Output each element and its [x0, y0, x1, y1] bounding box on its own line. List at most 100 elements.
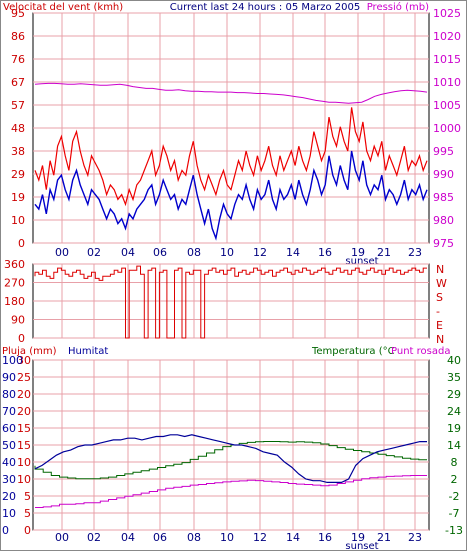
direction-axis-tick: 90	[11, 314, 25, 327]
temperature-axis-tick: 35	[447, 371, 461, 384]
wind-axis-tick: 19	[11, 191, 25, 204]
panel-humidity-x-tick: 21	[377, 531, 391, 544]
panel-humidity-x-tick: 19	[351, 531, 365, 544]
temperature-axis-tick: -13	[445, 524, 463, 537]
humidity-axis-tick: 40	[2, 456, 16, 469]
pressure-line	[34, 82, 428, 104]
wind-gust-line	[34, 107, 428, 207]
rain-axis-tick: 5	[24, 490, 31, 503]
wind-direction-line	[34, 265, 427, 339]
humidity-axis-tick: 50	[2, 439, 16, 452]
compass-label: S	[436, 291, 443, 304]
temperature-axis-tick: 8	[451, 456, 458, 469]
temperature-line	[34, 441, 427, 480]
panel-wind-x-tick: 19	[351, 246, 365, 259]
wind-axis-tick: 38	[11, 145, 25, 158]
wind-axis-tick: 67	[11, 76, 25, 89]
title-pressure: Pressió (mb)	[367, 1, 429, 13]
panel-wind-x-tick: 08	[187, 246, 201, 259]
pressure-axis-tick: 1005	[433, 99, 461, 112]
humidity-axis-tick: 100	[2, 354, 23, 367]
panel-humidity-x-tick: 12	[253, 531, 267, 544]
rain-axis-tick: 15	[17, 439, 31, 452]
title-temperature: Temperatura (°C	[311, 346, 395, 357]
pressure-axis-tick: 1025	[433, 7, 461, 20]
panel-wind-x-tick: 14	[286, 246, 300, 259]
wind-axis-tick: 86	[11, 30, 25, 43]
pressure-axis-tick: 975	[433, 237, 454, 250]
pressure-axis-tick: 980	[433, 214, 454, 227]
pressure-axis-tick: 1020	[433, 30, 461, 43]
direction-axis-tick: 0	[18, 332, 25, 345]
pressure-axis-tick: 990	[433, 168, 454, 181]
wind-axis-tick: 57	[11, 99, 25, 112]
direction-axis-tick: 180	[4, 295, 25, 308]
panel-wind-x-tick: 06	[153, 246, 167, 259]
panel-humidity-x-tick: 02	[87, 531, 101, 544]
rain-axis-tick: 10	[17, 473, 31, 486]
humidity-axis-tick: 60	[2, 422, 16, 435]
panel-wind-x-tick: 16	[318, 246, 332, 259]
panel-humidity-x-tick: 04	[121, 531, 135, 544]
direction-axis-tick: 270	[4, 277, 25, 290]
humidity-axis-tick: 0	[2, 524, 9, 537]
panel-wind-x-tick: 12	[253, 246, 267, 259]
humidity-axis-tick: 90	[2, 371, 16, 384]
compass-label: N	[436, 263, 444, 276]
panel-wind-x-tick: 10	[220, 246, 234, 259]
temperature-axis-tick: 40	[447, 354, 461, 367]
rain-axis-tick: 20	[17, 405, 31, 418]
pressure-axis-tick: 1010	[433, 76, 461, 89]
wind-axis-tick: 10	[11, 214, 25, 227]
direction-axis-tick: 360	[4, 258, 25, 271]
panel-humidity-x-tick: 08	[187, 531, 201, 544]
title-period: Current last 24 hours : 05 Marzo 2005	[170, 2, 360, 13]
panel-humidity-x-tick: 10	[220, 531, 234, 544]
wind-axis-tick: 0	[18, 237, 25, 250]
rain-axis-tick: 15	[17, 422, 31, 435]
dewpoint-line	[35, 475, 427, 508]
humidity-axis-tick: 70	[2, 405, 16, 418]
rain-axis-tick: 30	[17, 354, 31, 367]
humidity-axis-tick: 20	[2, 490, 16, 503]
temperature-axis-tick: 19	[447, 422, 461, 435]
temperature-axis-tick: 24	[447, 405, 461, 418]
panel-wind-x-tick: 00	[55, 246, 69, 259]
rain-axis-tick: 25	[17, 371, 31, 384]
panel-wind-sunset-label: sunset	[345, 256, 378, 267]
pressure-axis-tick: 985	[433, 191, 454, 204]
wind-axis-tick: 48	[11, 122, 25, 135]
panel-wind-x-tick: 02	[87, 246, 101, 259]
pressure-axis-tick: 995	[433, 145, 454, 158]
compass-label: E	[436, 319, 443, 332]
rain-axis-tick: 10	[17, 456, 31, 469]
rain-axis-tick: 5	[24, 507, 31, 520]
panel-humidity-x-tick: 06	[153, 531, 167, 544]
panel-humidity-x-tick: 16	[318, 531, 332, 544]
temperature-axis-tick: 14	[447, 439, 461, 452]
temperature-axis-tick: 2	[451, 473, 458, 486]
title-dewpoint: Punt rosada	[391, 346, 450, 357]
rain-axis-tick: 20	[17, 388, 31, 401]
compass-label: -	[436, 305, 440, 318]
panel-humidity-sunset-label: sunset	[345, 541, 378, 551]
compass-label: N	[436, 333, 444, 346]
wind-axis-tick: 29	[11, 168, 25, 181]
panel-wind-x-tick: 21	[377, 246, 391, 259]
pressure-axis-tick: 1000	[433, 122, 461, 135]
title-humidity: Humitat	[68, 346, 108, 357]
panel-wind-x-tick: 23	[408, 246, 422, 259]
wind-average-line	[34, 150, 428, 241]
panel-humidity-x-tick: 14	[286, 531, 300, 544]
wind-axis-tick: 76	[11, 53, 25, 66]
temperature-axis-tick: 29	[447, 388, 461, 401]
humidity-line	[34, 434, 427, 483]
humidity-axis-tick: 10	[2, 507, 16, 520]
title-wind-speed: Velocitat del vent (kmh)	[3, 2, 123, 13]
temperature-axis-tick: -7	[449, 507, 460, 520]
panel-wind-x-tick: 04	[121, 246, 135, 259]
wind-axis-tick: 95	[11, 7, 25, 20]
title-rain: Pluja (mm)	[2, 346, 57, 357]
